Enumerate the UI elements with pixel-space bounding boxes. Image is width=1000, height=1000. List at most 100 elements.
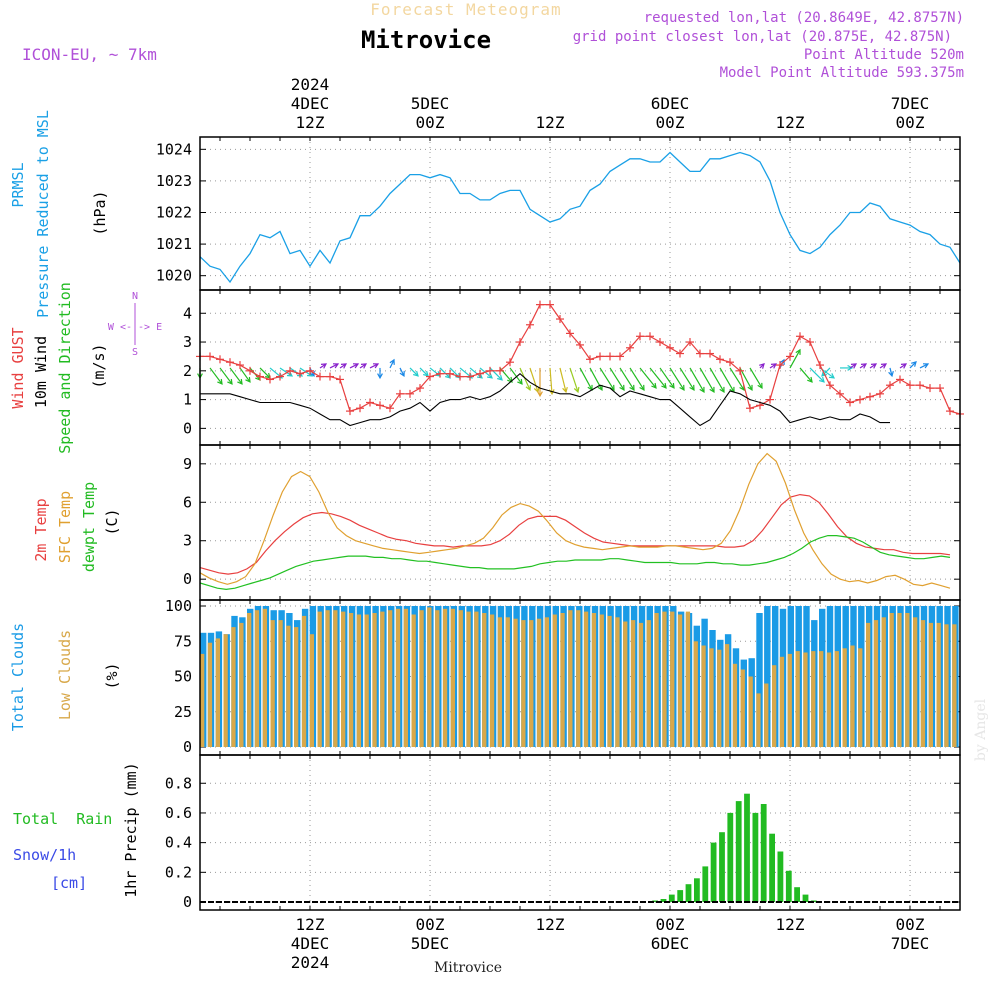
wind-gust-point: [376, 401, 384, 410]
arrow-head: [779, 358, 785, 365]
low-cloud-bar: [560, 613, 565, 747]
arrow-shaft: [909, 361, 917, 369]
prmsl-label: PRMSL: [9, 162, 27, 207]
arrow-head: [377, 373, 383, 380]
arrow-shaft: [399, 367, 405, 377]
arrow-head: [573, 386, 580, 394]
low-cloud-bar: [325, 610, 330, 747]
low-cloud-bar: [239, 622, 244, 747]
compass-n: N: [132, 291, 138, 302]
wind-gust-point: [296, 369, 304, 378]
rain-bar: [652, 900, 658, 902]
panel-3: 0 25 50 75 100: [165, 597, 960, 756]
low-cloud-bar: [944, 624, 949, 747]
wind-gust-point: [776, 361, 784, 370]
wind-gust-point: [596, 352, 604, 361]
low-cloud-bar: [278, 620, 283, 747]
arrow-shaft: [739, 367, 753, 391]
wind-gust-point: [426, 372, 434, 381]
low-cloud-bar: [395, 608, 401, 747]
arrow-shaft: [519, 367, 531, 391]
rain-bar: [702, 866, 709, 902]
wind-gust-point: [226, 358, 234, 367]
wind-gust-point: [386, 404, 394, 413]
wind-direction-arrow: [369, 363, 380, 369]
low-cloud-bar: [442, 608, 448, 747]
arrow-shaft: [809, 367, 825, 383]
low-cloud-bar: [795, 651, 800, 747]
low-cloud-bar: [834, 651, 839, 747]
low-cloud-bar: [552, 614, 557, 747]
wind-direction-arrow: [349, 363, 360, 369]
rain-bar: [719, 832, 725, 902]
wind-gust-point: [896, 375, 904, 384]
arrow-shaft: [329, 363, 339, 369]
temp-labels: 2m Temp SFC Temp dewpt Temp (C): [32, 482, 121, 572]
arrow-shaft: [709, 367, 725, 393]
low-cloud-bar: [858, 648, 863, 747]
wind-direction-arrow: [699, 367, 715, 393]
arrow-head: [922, 363, 930, 369]
arrow-shaft: [729, 367, 745, 391]
grid-point-coords: grid point closest lon,lat (20.875E, 42.…: [573, 29, 952, 45]
wind-direction-arrow: [629, 367, 645, 391]
temp-sfc-line: [199, 452, 951, 589]
wind-gust-point: [316, 372, 324, 381]
top-time-label: 5DEC: [411, 94, 450, 113]
low-cloud-bar: [247, 613, 252, 747]
wind-gust-point: [626, 343, 634, 352]
wind-gust-point: [406, 389, 414, 398]
low-cloud-bar: [897, 613, 902, 747]
arrow-shaft: [349, 363, 359, 369]
wind-gust-point: [356, 404, 364, 413]
wind-gust-point: [416, 384, 424, 393]
low-cloud-bar: [505, 617, 510, 747]
low-cloud-bar: [388, 610, 393, 747]
arrow-head: [669, 382, 675, 389]
wind-gust-point: [486, 366, 494, 375]
low-cloud-bar: [889, 613, 894, 747]
arrow-head: [360, 363, 368, 369]
wind-gust-point: [526, 320, 534, 329]
wind-direction-arrow: [769, 363, 778, 369]
low-cloud-bar: [254, 610, 260, 747]
y-tick-label: 100: [165, 597, 192, 615]
total-cloud-bar: [764, 606, 771, 747]
arrow-head: [770, 363, 778, 369]
low-cloud-bar: [450, 608, 455, 747]
top-time-label: 2024: [291, 75, 330, 94]
wind-gust-point: [646, 332, 654, 341]
low-cloud-bar: [568, 610, 573, 747]
low-cloud-bar: [623, 621, 628, 747]
arrow-head: [445, 372, 451, 379]
arrow-shaft: [369, 363, 379, 369]
arrow-head: [860, 363, 868, 369]
arrow-head: [828, 373, 836, 379]
wind-gust-point: [726, 358, 734, 367]
credit-watermark: by Angel: [973, 698, 989, 761]
arrow-head: [807, 376, 813, 383]
rain-bar: [677, 890, 684, 902]
wind-direction-arrow: [649, 367, 667, 389]
wind-direction-arrow: [619, 367, 635, 391]
low-cloud-bar: [536, 618, 542, 747]
arrow-shaft: [719, 367, 735, 393]
wind-direction-arrow: [909, 361, 917, 369]
model-label: ICON-EU, ~ 7km: [22, 45, 157, 64]
panel-0: 1020 1021 1022 1023 1024: [156, 137, 961, 290]
low-cloud-bar: [294, 627, 299, 747]
wind-direction-arrow: [609, 367, 625, 391]
wind-direction-arrow: [529, 367, 540, 394]
wind-direction-arrow: [419, 367, 429, 377]
arrow-shaft: [229, 367, 243, 385]
low-cloud-bar: [207, 642, 213, 747]
low-cloud-bar: [482, 613, 487, 747]
y-tick-label: 75: [174, 632, 192, 650]
temp-unit: (C): [103, 508, 121, 535]
arrow-head: [476, 373, 483, 379]
panel-1: 0 1 2 3 4: [183, 290, 964, 445]
arrow-shaft: [239, 367, 251, 383]
arrow-head: [562, 386, 568, 394]
wind-gust-point: [866, 392, 874, 401]
